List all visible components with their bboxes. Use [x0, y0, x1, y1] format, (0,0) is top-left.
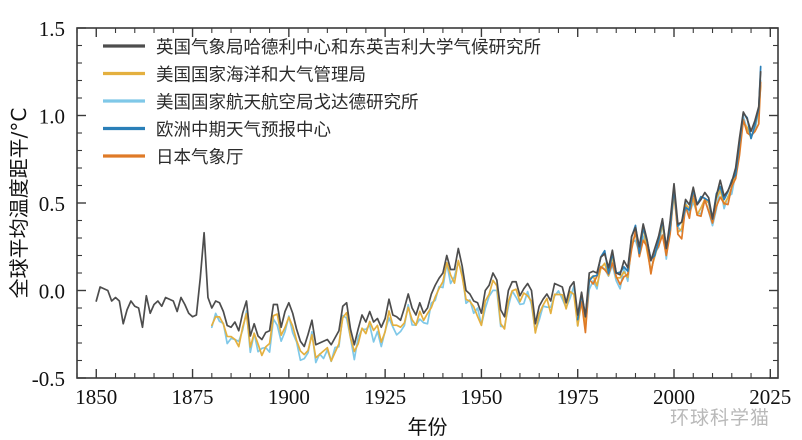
legend-label-hadcrut: 英国气象局哈德利中心和东英吉利大学气候研究所	[156, 38, 541, 58]
legend-label-jma: 日本气象厅	[156, 148, 244, 168]
x-tick-label: 1900	[268, 385, 310, 409]
y-tick-label: 1.5	[39, 17, 65, 41]
series-line-ecmwf-era5	[576, 65, 762, 321]
watermark: 环球科学猫	[670, 407, 770, 429]
x-axis-label: 年份	[408, 415, 448, 439]
y-tick-label: -0.5	[32, 367, 65, 391]
legend-label-noaa: 美国国家海洋和大气管理局	[156, 66, 366, 86]
x-tick-label: 1875	[172, 385, 214, 409]
y-tick-label: 0.5	[39, 192, 65, 216]
y-tick-label: 1.0	[39, 105, 65, 129]
y-tick-label: 0.0	[39, 280, 65, 304]
x-tick-label: 1925	[364, 385, 406, 409]
legend-label-nasa-giss: 美国国家航天航空局戈达德研究所	[156, 93, 419, 113]
y-axis-label: 全球平均温度距平/°C	[7, 108, 31, 299]
series-line-jma	[576, 81, 762, 334]
x-tick-label: 1975	[557, 385, 599, 409]
series-line-hadcrut	[95, 70, 762, 348]
x-tick-label: 2025	[749, 385, 791, 409]
legend-label-ecmwf-era5: 欧洲中期天气预报中心	[156, 121, 331, 141]
x-tick-label: 1850	[75, 385, 117, 409]
x-tick-label: 1950	[460, 385, 502, 409]
x-tick-label: 2000	[653, 385, 695, 409]
